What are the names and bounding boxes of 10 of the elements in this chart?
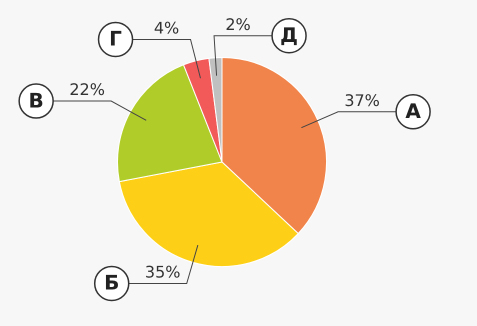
slice-label: А (405, 98, 422, 123)
data-label: 4% (154, 18, 180, 38)
data-label: 22% (69, 80, 105, 100)
slice-label: Г (109, 26, 122, 51)
data-label: 35% (144, 262, 180, 282)
slice-label: Б (104, 270, 120, 295)
slice-label: В (28, 88, 44, 112)
data-label: 2% (225, 14, 251, 34)
slice-label: Д (280, 22, 298, 47)
data-label: 37% (344, 90, 380, 110)
